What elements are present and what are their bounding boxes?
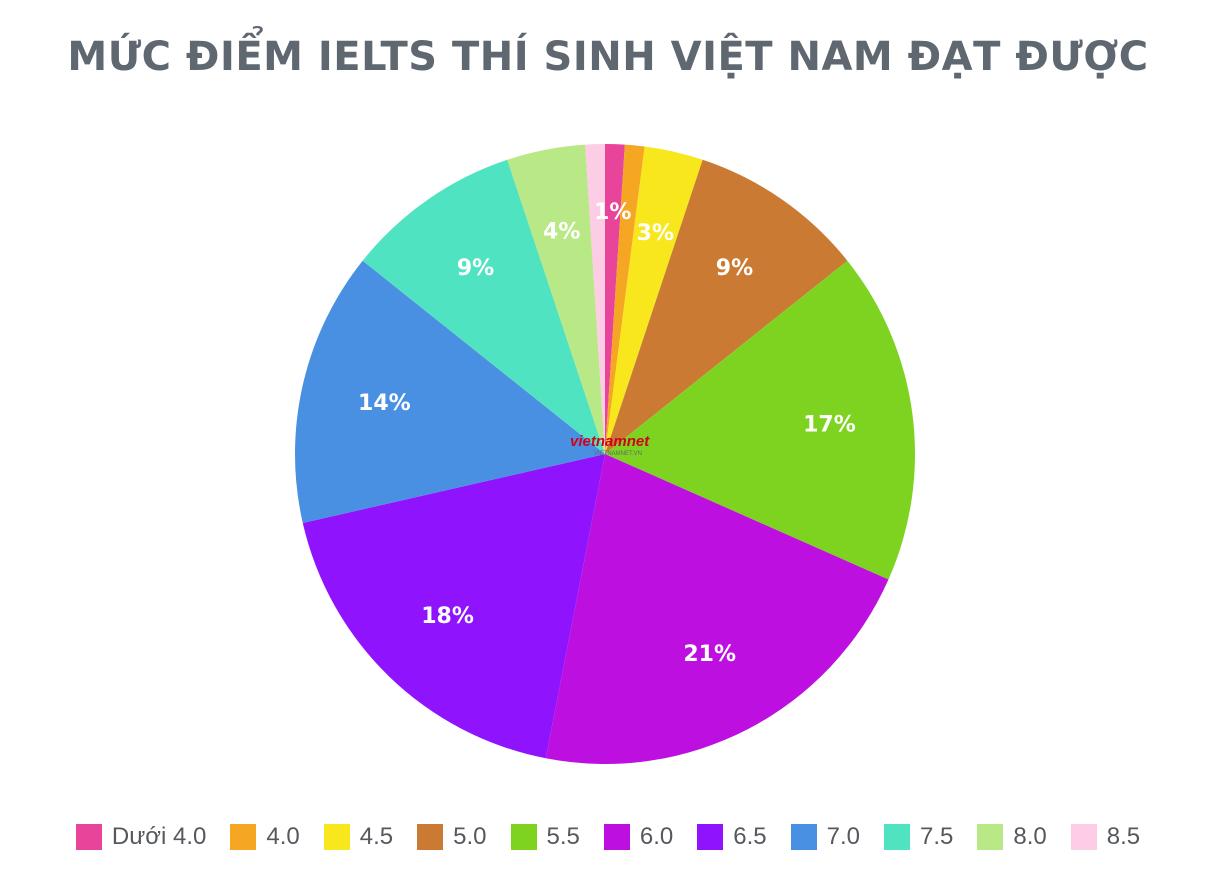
legend-label: 6.5 [733,823,767,850]
slice-data-label: 9% [716,256,753,281]
slice-data-label: 1% [594,200,631,225]
legend-item: 4.5 [323,823,394,851]
pie-slice [605,144,625,454]
pie-slice [362,159,605,454]
legend-item: 8.5 [1070,823,1141,851]
slice-data-label: 9% [457,256,494,281]
slice-data-label: 18% [421,604,474,629]
legend-label: 5.0 [453,823,487,850]
legend-swatch [977,824,1004,850]
slice-data-label: 21% [683,642,736,667]
vietnamnet-watermark: vietnamnet VIETNAMNET.VN [570,433,650,457]
legend-item: 6.0 [603,823,674,851]
slice-data-label: 17% [803,413,856,438]
svg-text:vietnamnet: vietnamnet [570,433,650,450]
legend-label: 7.0 [826,823,860,850]
legend-swatch [75,824,102,850]
legend-swatch [323,824,350,850]
pie-slice [295,260,605,523]
legend-item: 4.0 [230,823,300,851]
legend-item: 7.0 [790,823,860,851]
slice-data-label: 14% [358,391,411,416]
legend-label: 6.0 [639,823,674,850]
chart-title: MỨC ĐIỂM IELTS THÍ SINH VIỆT NAM ĐẠT ĐƯỢ… [67,34,1149,80]
legend-label: 7.5 [920,823,954,850]
legend-item: 5.5 [510,823,580,851]
legend-swatch [790,824,817,850]
pie-slice [605,260,915,580]
legend-label: 8.0 [1013,823,1047,850]
legend-swatch [697,824,724,850]
pie-slice [507,144,605,454]
legend-label: 8.5 [1106,823,1141,850]
pie-slice [545,454,889,764]
svg-text:VIETNAMNET.VN: VIETNAMNET.VN [594,451,642,457]
legend-label: 4.0 [266,823,300,850]
legend-item: 5.0 [417,823,487,851]
pie-slice [605,159,848,454]
legend-item: 7.5 [884,823,953,851]
legend-item: 6.5 [697,823,767,851]
pie-slice [302,454,605,759]
legend-item: Dưới 4.0 [75,823,207,851]
legend-swatch [510,824,537,850]
legend-swatch [417,824,444,850]
chart-legend: Dưới 4.0 4.0 4.5 5.0 5.5 6.0 6.5 7.0 7.5 8.0 8.5 [0,820,1216,854]
legend-swatch [884,824,910,850]
pie-chart: 1%3% 9% 17% 21% 18% 14% 9% 4% [295,144,915,764]
legend-swatch [603,824,630,850]
slice-data-label: 4% [543,219,580,244]
legend-label: Dưới 4.0 [111,823,207,850]
legend-label: 5.5 [546,823,580,850]
legend-swatch [230,824,257,850]
slice-data-label: 3% [637,221,674,246]
pie-slice [605,144,645,454]
legend-label: 4.5 [359,823,394,850]
pie-slice [585,144,605,454]
legend-item: 8.0 [977,823,1047,851]
pie-slice [605,146,703,454]
legend-swatch [1070,824,1097,850]
